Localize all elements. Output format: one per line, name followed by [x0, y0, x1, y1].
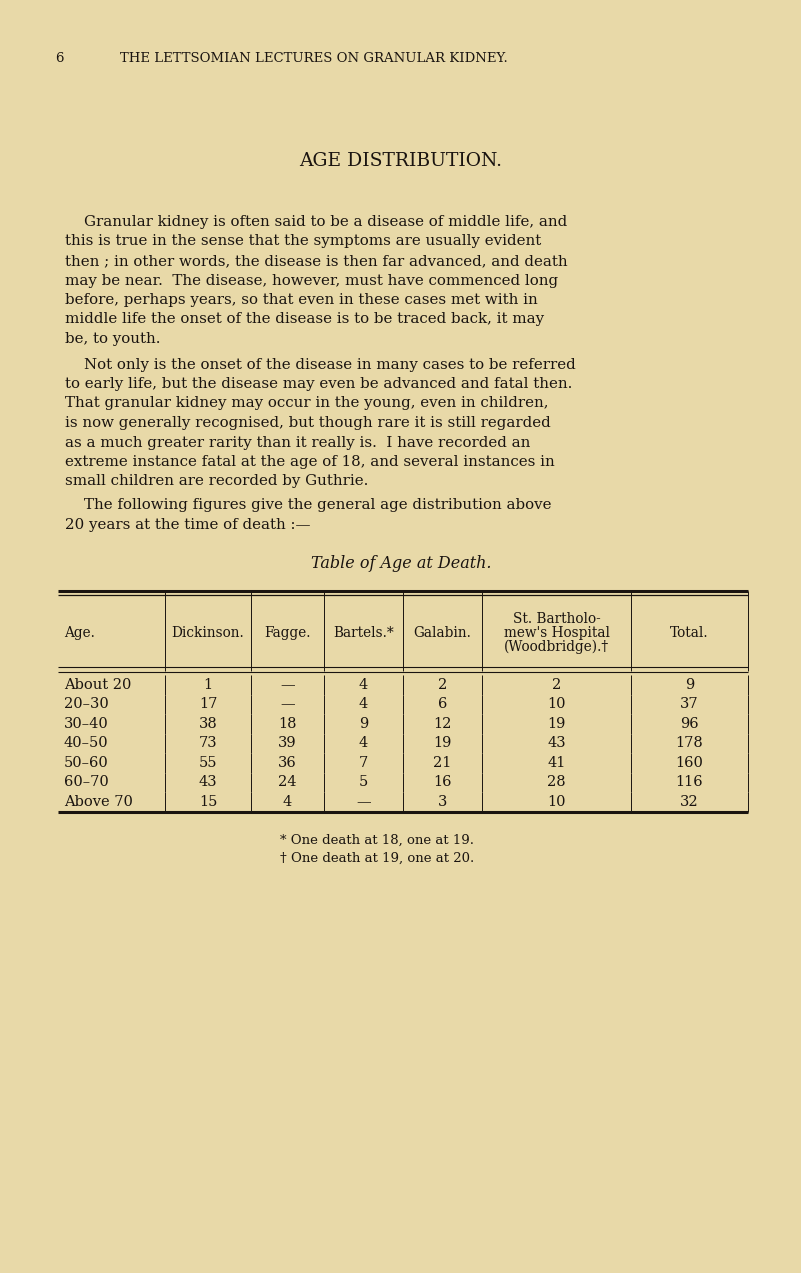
Text: 4: 4 [359, 736, 368, 750]
Text: About 20: About 20 [64, 677, 131, 691]
Text: extreme instance fatal at the age of 18, and several instances in: extreme instance fatal at the age of 18,… [65, 454, 555, 468]
Text: 55: 55 [199, 756, 217, 770]
Text: 19: 19 [433, 736, 452, 750]
Text: Fagge.: Fagge. [264, 626, 311, 640]
Text: Dickinson.: Dickinson. [171, 626, 244, 640]
Text: 12: 12 [433, 717, 452, 731]
Text: 10: 10 [547, 794, 566, 808]
Text: Total.: Total. [670, 626, 709, 640]
Text: 43: 43 [547, 736, 566, 750]
Text: Above 70: Above 70 [64, 794, 133, 808]
Text: —: — [356, 794, 371, 808]
Text: before, perhaps years, so that even in these cases met with in: before, perhaps years, so that even in t… [65, 293, 537, 307]
Text: 30–40: 30–40 [64, 717, 109, 731]
Text: Bartels.*: Bartels.* [333, 626, 394, 640]
Text: 38: 38 [199, 717, 217, 731]
Text: 24: 24 [278, 775, 296, 789]
Text: 50–60: 50–60 [64, 756, 109, 770]
Text: mew's Hospital: mew's Hospital [504, 626, 610, 640]
Text: 160: 160 [675, 756, 703, 770]
Text: 20 years at the time of death :—: 20 years at the time of death :— [65, 518, 311, 532]
Text: 43: 43 [199, 775, 217, 789]
Text: be, to youth.: be, to youth. [65, 332, 160, 346]
Text: 2: 2 [438, 677, 447, 691]
Text: 18: 18 [278, 717, 296, 731]
Text: 32: 32 [680, 794, 698, 808]
Text: middle life the onset of the disease is to be traced back, it may: middle life the onset of the disease is … [65, 312, 544, 326]
Text: 21: 21 [433, 756, 452, 770]
Text: to early life, but the disease may even be advanced and fatal then.: to early life, but the disease may even … [65, 377, 573, 391]
Text: Galabin.: Galabin. [414, 626, 472, 640]
Text: 3: 3 [438, 794, 448, 808]
Text: —: — [280, 677, 295, 691]
Text: The following figures give the general age distribution above: The following figures give the general a… [65, 498, 552, 512]
Text: 19: 19 [547, 717, 566, 731]
Text: is now generally recognised, but though rare it is still regarded: is now generally recognised, but though … [65, 416, 551, 430]
Text: 5: 5 [359, 775, 368, 789]
Text: 4: 4 [283, 794, 292, 808]
Text: AGE DISTRIBUTION.: AGE DISTRIBUTION. [300, 151, 502, 171]
Text: Age.: Age. [64, 626, 95, 640]
Text: 9: 9 [359, 717, 368, 731]
Text: (Woodbridge).†: (Woodbridge).† [504, 640, 609, 654]
Text: small children are recorded by Guthrie.: small children are recorded by Guthrie. [65, 475, 368, 489]
Text: 6: 6 [438, 698, 448, 712]
Text: —: — [280, 698, 295, 712]
Text: That granular kidney may occur in the young, even in children,: That granular kidney may occur in the yo… [65, 396, 549, 410]
Text: as a much greater rarity than it really is.  I have recorded an: as a much greater rarity than it really … [65, 435, 530, 449]
Text: may be near.  The disease, however, must have commenced long: may be near. The disease, however, must … [65, 274, 558, 288]
Text: 10: 10 [547, 698, 566, 712]
Text: THE LETTSOMIAN LECTURES ON GRANULAR KIDNEY.: THE LETTSOMIAN LECTURES ON GRANULAR KIDN… [120, 52, 508, 65]
Text: then ; in other words, the disease is then far advanced, and death: then ; in other words, the disease is th… [65, 255, 568, 269]
Text: 73: 73 [199, 736, 217, 750]
Text: 116: 116 [675, 775, 703, 789]
Text: 36: 36 [278, 756, 297, 770]
Text: Granular kidney is often said to be a disease of middle life, and: Granular kidney is often said to be a di… [65, 215, 567, 229]
Text: † One death at 19, one at 20.: † One death at 19, one at 20. [280, 852, 474, 864]
Text: 7: 7 [359, 756, 368, 770]
Text: this is true in the sense that the symptoms are usually evident: this is true in the sense that the sympt… [65, 234, 541, 248]
Text: 15: 15 [199, 794, 217, 808]
Text: 16: 16 [433, 775, 452, 789]
Text: 28: 28 [547, 775, 566, 789]
Text: 17: 17 [199, 698, 217, 712]
Text: Table of Age at Death.: Table of Age at Death. [311, 555, 491, 572]
Text: 41: 41 [547, 756, 566, 770]
Text: 2: 2 [552, 677, 562, 691]
Text: 178: 178 [675, 736, 703, 750]
Text: 20–30: 20–30 [64, 698, 109, 712]
Text: 4: 4 [359, 677, 368, 691]
Text: 37: 37 [680, 698, 698, 712]
Text: 96: 96 [680, 717, 698, 731]
Text: 1: 1 [203, 677, 212, 691]
Text: 4: 4 [359, 698, 368, 712]
Text: * One death at 18, one at 19.: * One death at 18, one at 19. [280, 834, 474, 847]
Text: Not only is the onset of the disease in many cases to be referred: Not only is the onset of the disease in … [65, 358, 576, 372]
Text: 9: 9 [685, 677, 694, 691]
Text: St. Bartholo-: St. Bartholo- [513, 612, 601, 626]
Text: 40–50: 40–50 [64, 736, 109, 750]
Text: 60–70: 60–70 [64, 775, 109, 789]
Text: 6: 6 [55, 52, 63, 65]
Text: 39: 39 [278, 736, 296, 750]
